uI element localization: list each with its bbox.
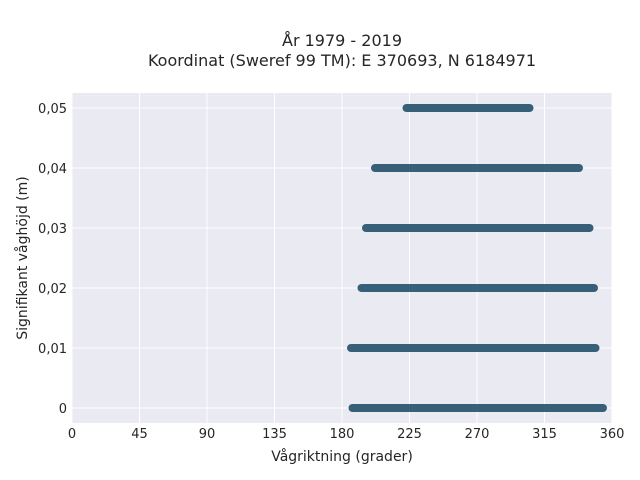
y-tick-label-2: 0,02 xyxy=(38,282,67,297)
x-tick-label-1: 45 xyxy=(131,427,148,442)
y-tick-label-1: 0,01 xyxy=(38,342,67,357)
x-tick-label-0: 0 xyxy=(68,427,76,442)
chart-title-line2: Koordinat (Sweref 99 TM): E 370693, N 61… xyxy=(148,51,536,70)
y-tick-label-4: 0,04 xyxy=(38,162,67,177)
y-tick-label-3: 0,03 xyxy=(38,222,67,237)
x-tick-label-6: 270 xyxy=(465,427,490,442)
x-tick-label-2: 90 xyxy=(199,427,216,442)
y-axis-label: Signifikant våghöjd (m) xyxy=(14,176,31,339)
y-axis-ticks: 0 0,01 0,02 0,03 0,04 0,05 xyxy=(38,102,67,417)
x-tick-label-4: 180 xyxy=(330,427,355,442)
scatter-points xyxy=(347,104,607,412)
x-tick-label-7: 315 xyxy=(532,427,557,442)
x-tick-label-3: 135 xyxy=(262,427,287,442)
y-tick-label-5: 0,05 xyxy=(38,102,67,117)
x-axis-label: Vågriktning (grader) xyxy=(271,448,413,465)
chart-title-line1: År 1979 - 2019 xyxy=(282,31,402,50)
x-tick-label-8: 360 xyxy=(600,427,625,442)
x-axis-ticks: 0 45 90 135 180 225 270 315 360 xyxy=(68,427,625,442)
x-tick-label-5: 225 xyxy=(397,427,422,442)
y-tick-label-0: 0 xyxy=(59,402,67,417)
